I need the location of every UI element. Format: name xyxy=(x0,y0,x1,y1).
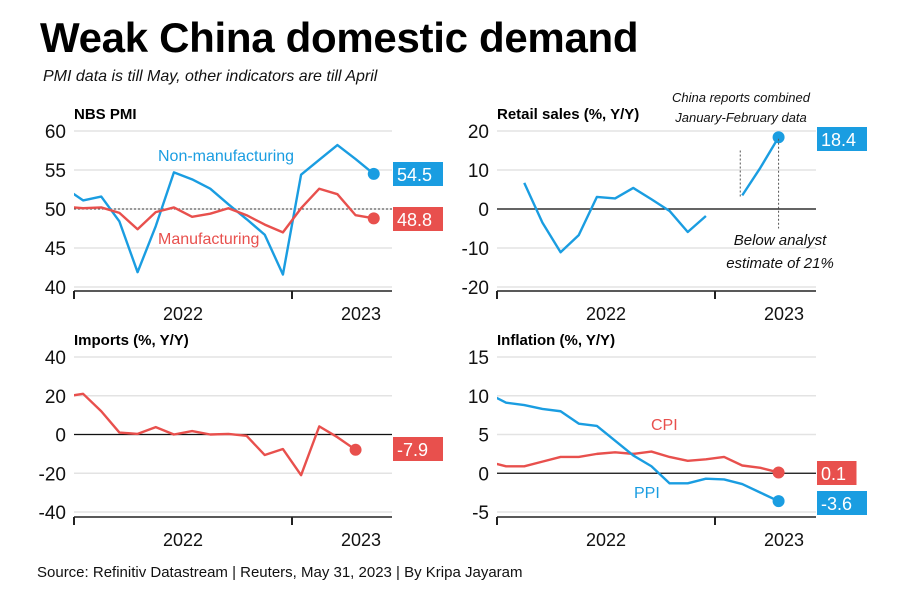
value-label: 0.1 xyxy=(821,464,846,484)
x-tick-label: 2022 xyxy=(586,304,626,324)
y-tick-label: -5 xyxy=(472,503,489,524)
y-tick-label: 60 xyxy=(45,122,66,143)
y-tick-label: 20 xyxy=(468,122,489,143)
series-label: CPI xyxy=(651,417,678,434)
series-line-cpi xyxy=(497,450,779,474)
y-tick-label: -20 xyxy=(462,278,489,299)
value-label-box xyxy=(817,127,867,151)
panel-title: Retail sales (%, Y/Y) xyxy=(497,106,639,123)
series-line-ppi xyxy=(497,396,780,503)
value-label: -7.9 xyxy=(397,440,428,460)
annotation-text: estimate of 21% xyxy=(726,255,834,272)
end-point-marker xyxy=(772,466,785,479)
y-tick-label: 15 xyxy=(468,348,489,369)
source-note: Source: Refinitiv Datastream | Reuters, … xyxy=(37,564,523,581)
y-tick-label: -20 xyxy=(39,464,66,485)
end-point-marker xyxy=(367,212,380,225)
y-tick-label: 0 xyxy=(478,464,489,485)
end-point-marker xyxy=(772,131,785,144)
chart-panel-3: Inflation (%, Y/Y) -5 0 5 10 15 2022 2023 0.1 -3.… xyxy=(468,332,867,550)
value-label: -3.6 xyxy=(821,494,852,514)
end-point-marker xyxy=(367,167,380,180)
y-tick-label: 45 xyxy=(45,239,66,260)
value-label: 48.8 xyxy=(397,210,432,230)
value-label-box xyxy=(817,461,857,485)
y-tick-label: -40 xyxy=(39,503,66,524)
series-line-retail-sales xyxy=(741,136,780,197)
x-tick-label: 2022 xyxy=(586,530,626,550)
end-point-marker xyxy=(772,495,785,508)
series-line-retail-sales xyxy=(523,182,707,254)
y-tick-label: 40 xyxy=(45,278,66,299)
x-tick-label: 2022 xyxy=(163,304,203,324)
series-line-manufacturing xyxy=(74,187,374,234)
panel-title: Imports (%, Y/Y) xyxy=(74,332,189,349)
y-tick-label: 5 xyxy=(478,426,489,447)
y-tick-label: 55 xyxy=(45,161,66,182)
annotation-text: Below analyst xyxy=(734,232,827,249)
series-line-imports xyxy=(74,392,357,477)
x-tick-label: 2023 xyxy=(764,304,804,324)
panel-title: NBS PMI xyxy=(74,106,137,123)
chart-panel-1: Retail sales (%, Y/Y) -20 -10 0 10 20 2022 2023… xyxy=(462,90,867,324)
y-tick-label: 10 xyxy=(468,161,489,182)
x-tick-label: 2023 xyxy=(764,530,804,550)
y-tick-label: -10 xyxy=(462,239,489,260)
value-label-box xyxy=(817,491,867,515)
annotation-text: China reports combined xyxy=(672,90,811,105)
chart-panel-0: NBS PMI 40 45 50 55 60 2022 2023 54.5 48.8 Non-man… xyxy=(45,106,443,324)
panel-title: Inflation (%, Y/Y) xyxy=(497,332,615,349)
chart-subtitle: PMI data is till May, other indicators a… xyxy=(43,68,378,85)
y-tick-label: 0 xyxy=(55,426,66,447)
series-label: Non-manufacturing xyxy=(158,148,294,165)
x-tick-label: 2023 xyxy=(341,304,381,324)
y-tick-label: 20 xyxy=(45,387,66,408)
series-label: Manufacturing xyxy=(158,231,259,248)
x-tick-label: 2022 xyxy=(163,530,203,550)
y-tick-label: 0 xyxy=(478,200,489,221)
y-tick-label: 40 xyxy=(45,348,66,369)
chart-title: Weak China domestic demand xyxy=(40,14,639,61)
x-tick-label: 2023 xyxy=(341,530,381,550)
value-label-box xyxy=(393,162,443,186)
y-tick-label: 10 xyxy=(468,387,489,408)
value-label: 54.5 xyxy=(397,165,432,185)
series-line-non-manufacturing xyxy=(74,143,375,276)
y-tick-label: 50 xyxy=(45,200,66,221)
value-label-box xyxy=(393,207,443,231)
series-label: PPI xyxy=(634,485,660,502)
value-label: 18.4 xyxy=(821,130,856,150)
chart-panel-2: Imports (%, Y/Y) -40 -20 0 20 40 2022 2023 -7.9 xyxy=(39,332,443,550)
annotation-text: January-February data xyxy=(674,110,807,125)
value-label-box xyxy=(393,437,443,461)
end-point-marker xyxy=(349,443,362,456)
